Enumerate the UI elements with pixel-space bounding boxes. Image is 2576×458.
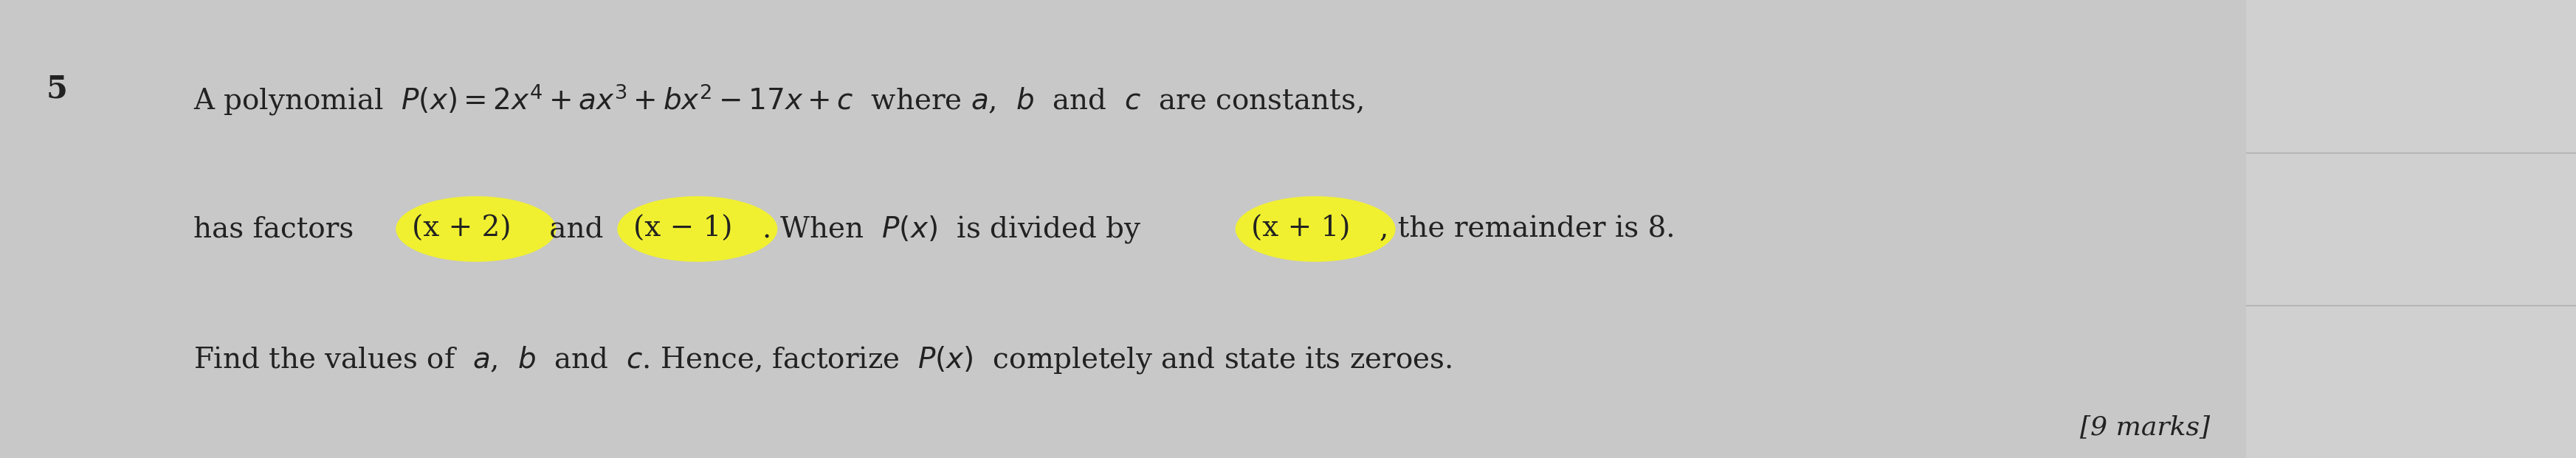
Text: and: and — [541, 215, 613, 243]
Text: (x + 1): (x + 1) — [1252, 215, 1350, 243]
Text: (x − 1): (x − 1) — [634, 215, 732, 243]
Text: . When  $P(x)$  is divided by: . When $P(x)$ is divided by — [762, 213, 1141, 245]
Text: 5: 5 — [46, 73, 67, 104]
Text: has factors: has factors — [193, 215, 363, 243]
Text: Find the values of  $a$,  $b$  and  $c$. Hence, factorize  $P(x)$  completely an: Find the values of $a$, $b$ and $c$. Hen… — [193, 344, 1453, 376]
FancyBboxPatch shape — [2246, 0, 2576, 458]
Text: , the remainder is 8.: , the remainder is 8. — [1378, 215, 1674, 243]
Text: (x + 2): (x + 2) — [412, 215, 510, 243]
Ellipse shape — [397, 196, 556, 262]
Ellipse shape — [618, 196, 778, 262]
Ellipse shape — [1236, 196, 1396, 262]
Text: [9 marks]: [9 marks] — [2081, 414, 2210, 440]
Text: A polynomial  $P(x) = 2x^4 + ax^3 + bx^2 - 17x + c$  where $a$,  $b$  and  $c$  : A polynomial $P(x) = 2x^4 + ax^3 + bx^2 … — [193, 82, 1363, 118]
